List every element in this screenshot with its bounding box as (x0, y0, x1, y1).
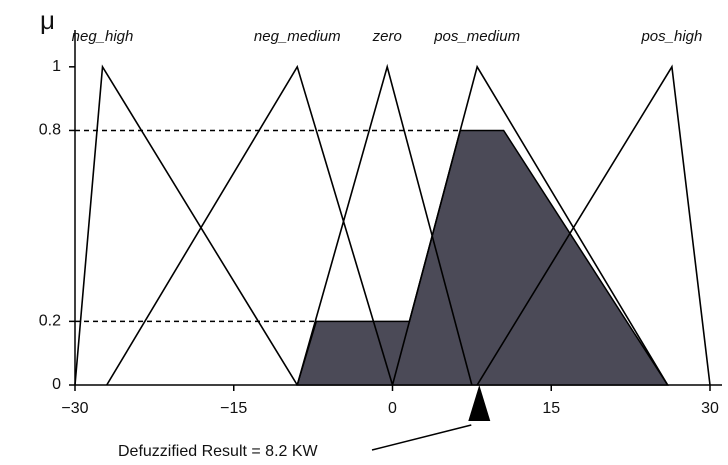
output-area (296, 129, 670, 386)
y-tick-label: 1 (52, 58, 61, 75)
membership-line (74, 64, 298, 386)
membership-line (296, 63, 473, 386)
y-axis-label: μ (40, 5, 55, 35)
x-tick-label: −15 (220, 400, 247, 417)
series-name: neg_medium (254, 28, 341, 45)
series-name: pos_high (640, 28, 702, 45)
result-marker (468, 385, 491, 421)
membership-line (106, 64, 394, 386)
membership-line (476, 64, 711, 386)
x-tick-label: 15 (542, 400, 560, 417)
series-name: zero (372, 28, 402, 45)
x-tick-label: 30 (701, 400, 719, 417)
x-tick-label: 0 (388, 400, 397, 417)
series-name: pos_medium (433, 28, 520, 45)
y-tick-label: 0.8 (39, 122, 61, 139)
result-pointer (371, 424, 472, 451)
series-name: neg_high (72, 28, 134, 45)
x-tick-label: −30 (61, 400, 88, 417)
y-tick-label: 0 (52, 376, 61, 393)
y-tick-label: 0.2 (39, 313, 61, 330)
membership-line (391, 64, 669, 386)
result-label: Defuzzified Result = 8.2 KW (118, 443, 319, 460)
